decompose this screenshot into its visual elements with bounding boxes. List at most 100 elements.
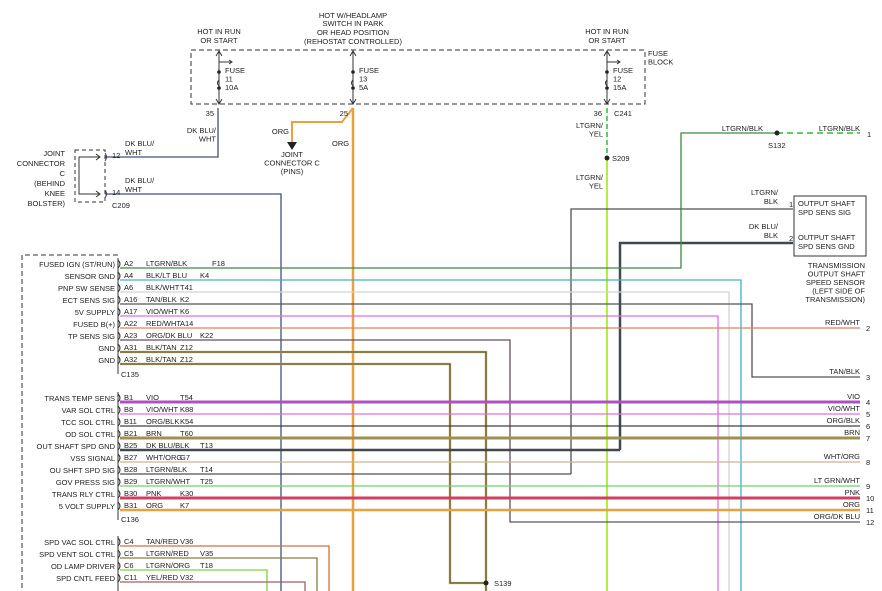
fuse-terminal-dot [217,70,221,74]
connector-bracket-icon [117,307,121,317]
wire-color-code: BLK/LT BLU [146,271,187,280]
circuit-number: Z12 [180,355,193,364]
fuse-icon [217,79,220,87]
terminal-number: 3 [866,373,870,382]
cavity-number: A16 [124,295,137,304]
joint-connector-c-label: CONNECTOR [17,159,66,168]
joint-connector-c-pins-label: JOINT [281,150,303,159]
connector-bracket-icon [117,561,121,571]
cavity-number: A22 [124,319,137,328]
connector-bracket-icon [117,549,121,559]
wire-color-code: TAN/RED [146,537,179,546]
terminal-wire-label: PNK [845,488,860,497]
connector-bracket-icon [117,441,121,451]
fuse-terminal-dot [351,86,355,90]
circuit-number: K22 [200,331,213,340]
splice-label: S132 [768,141,786,150]
terminal-wire-label: VIO [847,392,860,401]
jumper-icon [78,153,101,198]
sensor-pin-function: OUTPUT SHAFT [798,199,856,208]
connector-bracket-icon [117,319,121,329]
wire-a4 [120,279,742,591]
connector-bracket-icon [117,453,121,463]
wire-color-code: TAN/BLK [146,295,177,304]
fuse-icon [605,79,608,87]
circuit-number: T54 [180,393,193,402]
wire-color-code: ORG/DK BLU [146,331,192,340]
cavity-number: B25 [124,441,137,450]
cavity-number: B30 [124,489,137,498]
connector-bracket-icon [117,537,121,547]
wire-color-code: VIO/WHT [146,405,178,414]
pin-function: FUSED B(+) [73,320,115,329]
cavity-number: B31 [124,501,137,510]
wire-dkblu-wht-12 [105,108,219,158]
sensor-title: OUTPUT SHAFT [808,270,866,279]
terminal-wire-label: WHT/ORG [824,452,860,461]
wire-label: LTGRN/ [576,121,604,130]
pin-function: TRANS RLY CTRL [52,490,115,499]
wire-c5 [120,557,318,591]
fuse-label: 15A [613,83,626,92]
connector-bracket-icon [117,283,121,293]
connector-bracket-icon [117,477,121,487]
fuse-feed-label: OR START [200,36,238,45]
joint-connector-c-label: (BEHIND [34,179,65,188]
wire-org-branch [291,107,354,142]
circuit-number: T13 [200,441,213,450]
terminal-number: 8 [866,458,870,467]
pin-function: SPD VENT SOL CTRL [39,550,115,559]
joint-connector-c-label: C [60,169,66,178]
wire-label: BLK [764,231,778,240]
fuse-terminal-dot [605,70,609,74]
fuse-label: 5A [359,83,368,92]
wire-color-code: BRN [146,429,162,438]
wire-color-code: LTGRN/BLK [146,465,187,474]
terminal-wire-label: TAN/BLK [829,367,860,376]
connector-bracket-icon [117,573,121,583]
connector-bracket-icon [117,393,121,403]
wire-color-code: LTGRN/RED [146,549,189,558]
connector-bracket-icon [117,417,121,427]
connector-label: C135 [121,370,139,379]
pin-function: ECT SENS SIG [63,296,116,305]
fuse-label: 11 [225,75,233,84]
cavity-number: B21 [124,429,137,438]
cavity-number: A23 [124,331,137,340]
pin-function: GND [98,356,115,365]
fuse-cavity-number: 36 [594,109,602,118]
joint-connector-c-label: KNEE [45,189,65,198]
fuse-label: FUSE [359,66,379,75]
pcm-outline [21,254,118,591]
fuse-terminal-dot [605,86,609,90]
cavity-number: B27 [124,453,137,462]
circuit-number: T25 [200,477,213,486]
fuse-label: 12 [613,75,621,84]
connector-label: C136 [121,515,139,524]
sensor-pin-number: 1 [789,200,793,209]
fuse-feed-label: SWITCH IN PARK [322,19,383,28]
wire-color-code: DK BLU/BLK [146,441,189,450]
wires [105,107,860,591]
cavity-number: A2 [124,259,133,268]
wire-color-code: LTGRN/WHT [146,477,190,486]
fuse-label: 13 [359,75,367,84]
fuse-block-label: FUSE [648,49,668,58]
sensor-title: TRANSMISSION [808,261,865,270]
joint-connector-c-outline [74,149,106,203]
cavity-number: C4 [124,537,134,546]
sensor-pin-function: SPD SENS SIG [798,208,851,217]
sensor-pin-function: OUTPUT SHAFT [798,233,856,242]
wire-color-code: BLK/WHT [146,283,180,292]
branch-arrow-icon [219,59,233,65]
connector-bracket-icon [117,465,121,475]
wire-color-code: VIO/WHT [146,307,178,316]
circuit-number: T60 [180,429,193,438]
terminal-wire-label: VIO/WHT [828,404,860,413]
terminal-number: 1 [867,130,871,139]
terminal-number: 2 [866,324,870,333]
fuse-feed-label: OR START [588,36,626,45]
pin-function: OU SHFT SPD SIG [50,466,115,475]
wire-color-code: LTGRN/BLK [146,259,187,268]
wire-label: ORG [272,127,289,136]
